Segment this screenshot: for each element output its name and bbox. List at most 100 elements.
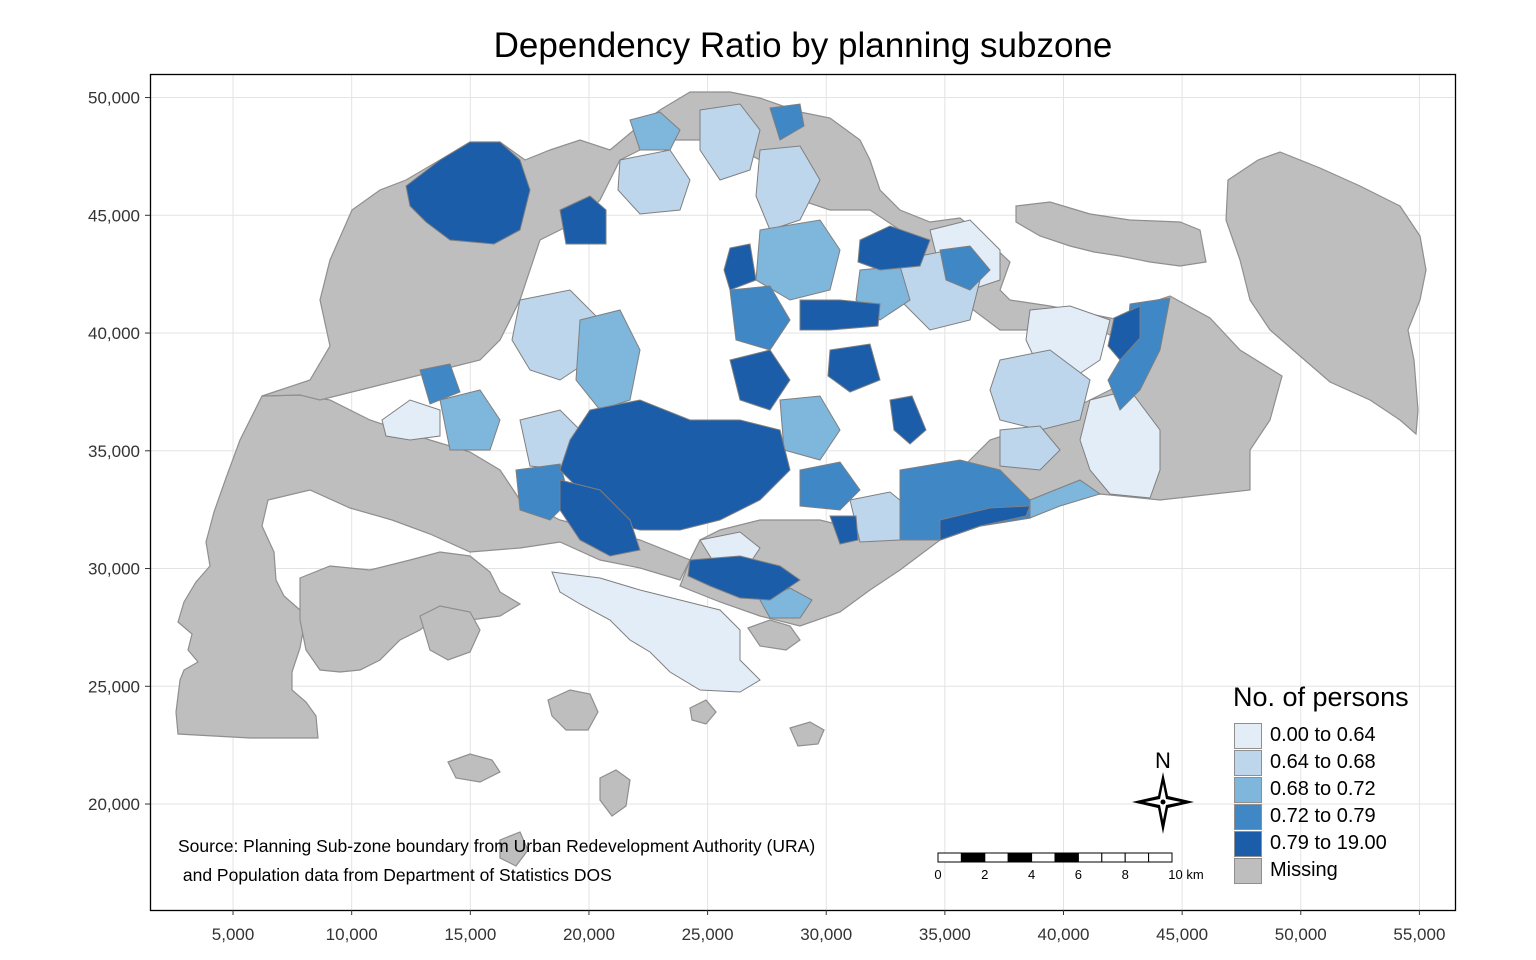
y-tick-label: 40,000 <box>88 324 140 343</box>
island-sentosa <box>747 619 801 651</box>
island-semakau <box>419 605 481 661</box>
subzone-bukit-batok <box>559 399 791 531</box>
island-south-3 <box>599 769 631 817</box>
scale-bar-label: 8 <box>1122 867 1129 882</box>
scale-bar-label: 2 <box>981 867 988 882</box>
subzone-west-b <box>439 389 501 451</box>
island-tekong <box>1225 151 1427 436</box>
x-tick-label: 30,000 <box>800 925 852 944</box>
source-line-2: and Population data from Department of S… <box>178 865 612 885</box>
subzone-punggol <box>857 225 931 271</box>
legend-item: 0.68 to 0.72 <box>1234 776 1376 803</box>
subzone-choa-chu-kang <box>575 309 641 411</box>
legend-label: 0.64 to 0.68 <box>1270 751 1376 773</box>
y-tick-label: 35,000 <box>88 442 140 461</box>
subzone-serangoon <box>939 245 991 291</box>
scale-bar-segment <box>1077 852 1103 863</box>
y-axis-ticks: 50,000 45,000 40,000 35,000 30,000 25,000 20,0… <box>88 89 150 814</box>
subzone-bedok <box>989 349 1091 431</box>
subzone-polygons <box>381 103 1171 693</box>
x-tick-label: 50,000 <box>1275 925 1327 944</box>
x-tick-label: 15,000 <box>444 925 496 944</box>
subzone-changi-east <box>1079 389 1161 499</box>
subzone-woodlands-north <box>629 111 681 151</box>
x-tick-label: 10,000 <box>326 925 378 944</box>
island-south-6 <box>689 699 717 725</box>
scale-bar-segment <box>1101 852 1126 863</box>
scale-bar-segment <box>960 852 986 863</box>
plot-panel <box>149 73 1457 912</box>
subzone-downtown <box>687 555 801 601</box>
legend-label: 0.68 to 0.72 <box>1270 778 1376 800</box>
subzone-bukit-merah <box>559 479 641 557</box>
subzone-kampong-bahru <box>829 515 859 545</box>
legend-label: 0.00 to 0.64 <box>1270 724 1376 746</box>
subzone-southern-islands <box>551 571 761 693</box>
legend-swatch <box>1234 803 1262 830</box>
legend-swatch <box>1234 776 1262 803</box>
x-tick-label: 40,000 <box>1038 925 1090 944</box>
y-tick-label: 50,000 <box>88 89 140 108</box>
map-title: Dependency Ratio by planning subzone <box>493 26 1113 65</box>
x-tick-label: 5,000 <box>212 925 255 944</box>
subzone-toa-payoh <box>729 349 791 411</box>
subzone-bukit-panjang <box>617 149 691 215</box>
subzone-sembawang <box>559 195 607 245</box>
legend-item: Missing <box>1234 857 1338 884</box>
southwest-islands <box>299 551 522 673</box>
legend-item: 0.79 to 19.00 <box>1234 830 1387 857</box>
x-tick-label: 35,000 <box>919 925 971 944</box>
subzone-woodlands-west <box>723 243 757 291</box>
island-ubin <box>1015 201 1207 267</box>
legend-swatch <box>1234 830 1262 857</box>
legend-label: Missing <box>1270 859 1338 881</box>
scale-bar-segment <box>1124 852 1150 863</box>
x-tick-label: 25,000 <box>682 925 734 944</box>
subzone-woodlands-east <box>699 103 761 181</box>
subzone-changi <box>1107 305 1141 361</box>
scale-bar-segment <box>1054 852 1079 863</box>
subzone-geylang <box>799 461 861 511</box>
subzone-marine-parade <box>939 505 1031 541</box>
scale-bar-label: 0 <box>934 867 941 882</box>
legend-title: No. of persons <box>1233 682 1409 712</box>
scale-bar-segment <box>984 852 1009 863</box>
subzone-eunos <box>889 395 927 445</box>
subzone-ang-mo-kio <box>729 285 791 351</box>
scale-bar-segment <box>1148 852 1173 863</box>
scale-bar: 0 2 4 6 8 10 km <box>934 852 1204 882</box>
x-tick-label: 55,000 <box>1393 925 1445 944</box>
subzone-central-b <box>799 299 881 331</box>
x-tick-label: 20,000 <box>563 925 615 944</box>
subzone-north-b <box>769 103 805 141</box>
y-tick-label: 30,000 <box>88 560 140 579</box>
source-note: Source: Planning Sub-zone boundary from … <box>178 832 815 890</box>
subzone-lim-chu-kang <box>405 141 531 245</box>
subzone-west-a <box>381 399 441 441</box>
x-axis-ticks: 5,000 10,000 15,000 20,000 25,000 30,000 35,00… <box>212 910 1445 944</box>
north-arrow: N <box>1132 748 1194 834</box>
island-south-4 <box>789 721 825 747</box>
scale-bar-segment <box>1007 852 1033 863</box>
source-line-1: Source: Planning Sub-zone boundary from … <box>178 836 816 856</box>
scale-bar-label: 4 <box>1028 867 1035 882</box>
subzone-bishan <box>827 343 881 393</box>
y-tick-label: 45,000 <box>88 206 140 225</box>
legend-item: 0.00 to 0.64 <box>1234 722 1376 749</box>
scale-bar-label: 6 <box>1075 867 1082 882</box>
legend-swatch <box>1234 722 1262 749</box>
subzone-tampines-n <box>999 425 1061 471</box>
island-south-1 <box>547 689 599 731</box>
legend-item: 0.72 to 0.79 <box>1234 803 1376 830</box>
y-tick-label: 25,000 <box>88 677 140 696</box>
scale-bar-label: 10 km <box>1168 867 1203 882</box>
y-tick-label: 20,000 <box>88 795 140 814</box>
subzone-west-c <box>419 363 461 405</box>
scale-bar-segment <box>937 852 962 863</box>
legend-swatch <box>1234 749 1262 776</box>
island-south-2 <box>447 753 501 783</box>
island-south-5 <box>499 831 529 867</box>
legend-swatch <box>1234 857 1262 884</box>
north-arrow-label: N <box>1155 748 1171 773</box>
